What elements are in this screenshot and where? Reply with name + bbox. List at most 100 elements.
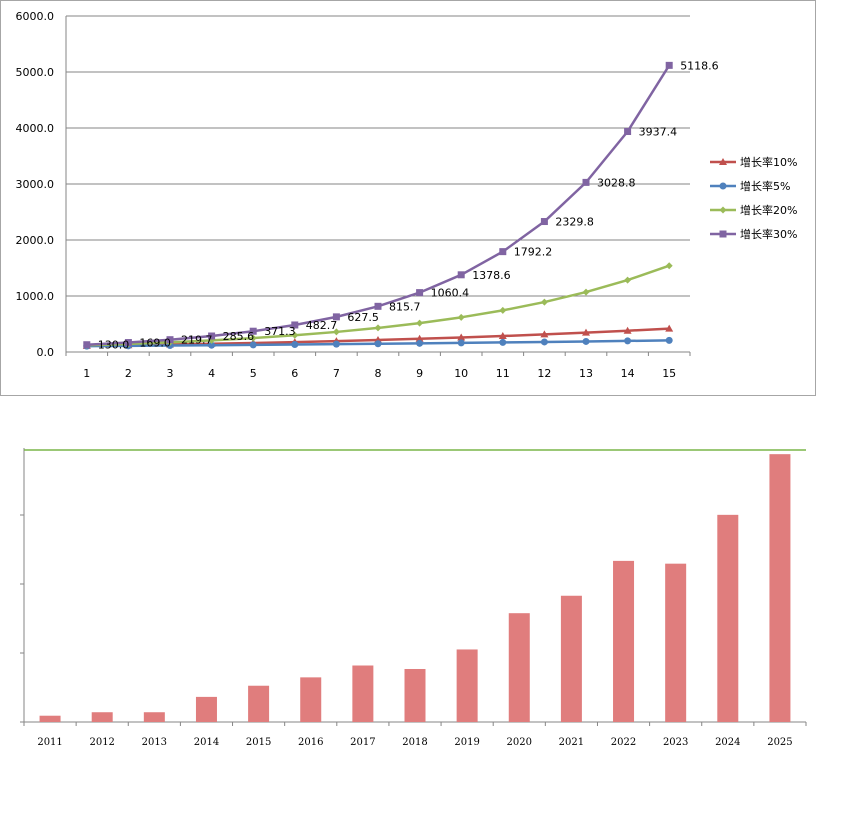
marker-square — [719, 230, 727, 238]
bar-x-tick-label: 2013 — [142, 737, 167, 748]
bar — [769, 454, 791, 722]
data-label: 1060.4 — [431, 287, 470, 300]
data-label: 130.0 — [98, 339, 130, 352]
bar — [404, 668, 426, 722]
bar — [352, 665, 374, 722]
bar — [456, 649, 478, 722]
bar-x-tick-label: 2023 — [663, 737, 688, 748]
bar-x-tick-label: 2019 — [454, 737, 479, 748]
data-label: 3028.8 — [597, 176, 636, 189]
marker-circle — [291, 340, 299, 348]
x-tick-label: 13 — [579, 367, 593, 380]
y-tick-label: 6000.0 — [16, 10, 55, 23]
marker-square — [124, 339, 132, 347]
marker-square — [624, 128, 632, 136]
series-square — [83, 61, 673, 349]
data-label: 285.6 — [223, 330, 255, 343]
gridlines — [66, 15, 690, 297]
x-tick-label: 5 — [250, 367, 257, 380]
data-label: 169.0 — [139, 337, 171, 350]
marker-diamond — [374, 324, 382, 332]
bar — [665, 563, 687, 722]
marker-circle — [457, 339, 465, 347]
legend-item: 增长率20% — [710, 203, 797, 217]
legend-label: 增长率10% — [740, 155, 797, 169]
marker-square — [499, 248, 507, 256]
line-chart: 0.0 1000.0 2000.0 3000.0 4000.0 5000.0 6000.0 1… — [16, 10, 798, 380]
marker-triangle — [540, 330, 549, 338]
marker-diamond — [457, 313, 465, 321]
marker-square — [166, 336, 174, 344]
marker-circle — [499, 338, 507, 346]
legend-item: 增长率5% — [710, 179, 790, 193]
x-tick-label: 6 — [291, 367, 298, 380]
bar — [717, 514, 739, 722]
marker-triangle — [719, 158, 727, 165]
marker-circle — [540, 338, 548, 346]
y-tick-label: 4000.0 — [16, 122, 55, 135]
data-label: 482.7 — [306, 319, 338, 332]
marker-diamond — [624, 276, 632, 284]
data-label: 627.5 — [347, 311, 379, 324]
bar — [300, 677, 322, 722]
marker-diamond — [332, 328, 340, 336]
bar — [39, 715, 61, 722]
legend-item: 增长率10% — [710, 155, 797, 169]
marker-circle — [332, 340, 340, 348]
bar — [560, 595, 582, 722]
legend-label: 增长率30% — [740, 227, 797, 241]
data-label: 2329.8 — [555, 216, 594, 229]
data-labels: 130.0 169.0 219.7 285.6 371.3 482.7 627.5 815.7… — [98, 59, 719, 351]
marker-square — [332, 313, 340, 321]
bar-x-tick-label: 2012 — [89, 737, 114, 748]
data-label: 1378.6 — [472, 269, 511, 282]
x-tick-label: 7 — [333, 367, 340, 380]
x-tick-label: 10 — [454, 367, 468, 380]
marker-square — [83, 341, 91, 349]
bar-x-tick-label: 2015 — [246, 737, 271, 748]
marker-diamond — [249, 334, 257, 342]
bar-x-tick-label: 2018 — [402, 737, 427, 748]
bars-group — [39, 454, 791, 722]
axes: 0.0 1000.0 2000.0 3000.0 4000.0 5000.0 6000.0 1… — [16, 10, 691, 380]
marker-circle — [374, 340, 382, 348]
data-label: 5118.6 — [680, 59, 719, 72]
bar — [508, 613, 530, 722]
x-tick-label: 2 — [125, 367, 132, 380]
series-group — [82, 61, 674, 350]
marker-square — [582, 178, 590, 186]
y-tick-label: 1000.0 — [16, 290, 55, 303]
marker-circle — [249, 341, 257, 349]
bar-x-tick-label: 2021 — [559, 737, 584, 748]
bar-x-tick-label: 2017 — [350, 737, 375, 748]
data-label: 219.7 — [181, 334, 213, 347]
marker-square — [291, 321, 299, 329]
y-tick-label: 3000.0 — [16, 178, 55, 191]
data-label: 3937.4 — [639, 126, 678, 139]
bar-x-tick-label: 2024 — [715, 737, 740, 748]
legend-label: 增长率5% — [740, 179, 790, 193]
marker-triangle — [582, 328, 590, 336]
bar — [143, 712, 165, 722]
data-label: 1792.2 — [514, 246, 553, 259]
bar-x-tick-label: 2011 — [37, 737, 62, 748]
marker-diamond — [719, 206, 727, 214]
marker-diamond — [291, 331, 299, 339]
data-label: 371.3 — [264, 325, 296, 338]
marker-square — [208, 332, 216, 340]
marker-triangle — [457, 333, 466, 341]
bar-x-tick-label: 2020 — [507, 737, 532, 748]
x-tick-label: 11 — [496, 367, 510, 380]
marker-square — [540, 218, 548, 226]
marker-circle — [416, 339, 424, 347]
marker-diamond — [665, 262, 673, 270]
bar — [195, 696, 217, 722]
marker-diamond — [540, 298, 548, 306]
marker-diamond — [582, 288, 590, 296]
y-tick-label: 5000.0 — [16, 66, 55, 79]
marker-diamond — [499, 306, 507, 314]
x-tick-label: 12 — [537, 367, 551, 380]
marker-circle — [624, 337, 632, 345]
marker-square — [457, 271, 465, 279]
